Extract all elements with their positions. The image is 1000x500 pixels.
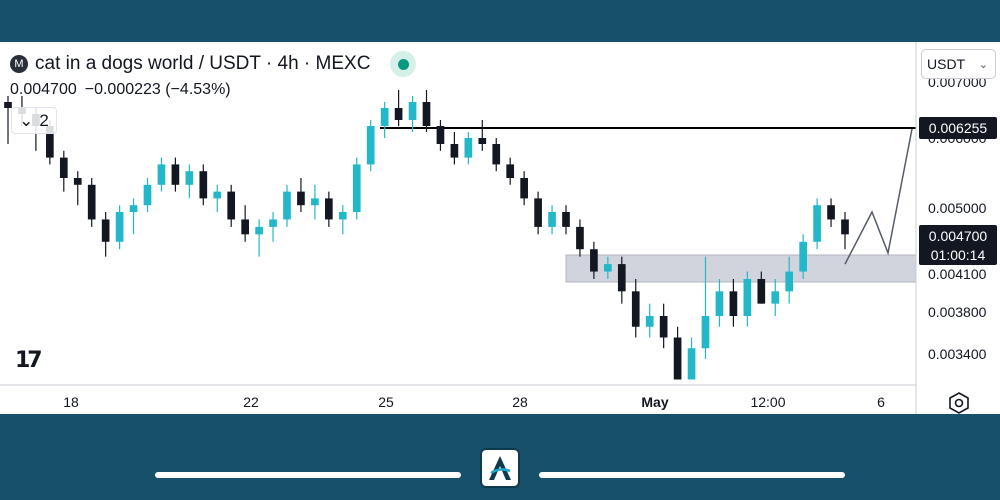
currency-label: USDT xyxy=(927,56,966,72)
current-price-label: 0.004700 xyxy=(929,228,988,244)
x-tick-label: 25 xyxy=(378,394,394,410)
candle-body xyxy=(269,219,277,227)
price-chart[interactable]: 0.0070000.0060000.0050000.0041000.003800… xyxy=(0,42,1000,414)
tradingview-logo-icon[interactable]: 17 xyxy=(15,348,43,373)
candle-body xyxy=(729,291,738,316)
candles-group xyxy=(4,90,849,380)
chart-panel[interactable]: 0.0070000.0060000.0050000.0041000.003800… xyxy=(0,42,1000,414)
chart-title-row: M cat in a dogs world / USDT · 4h · MEXC xyxy=(10,51,417,77)
candle-body xyxy=(631,291,640,327)
chart-title: cat in a dogs world / USDT · 4h · MEXC xyxy=(35,53,371,74)
candle-body xyxy=(590,249,598,272)
candle-body xyxy=(380,108,389,126)
y-tick-label: 0.005000 xyxy=(928,200,987,216)
candle-body xyxy=(46,126,54,158)
candle-body xyxy=(213,191,222,199)
candle-body xyxy=(785,271,794,292)
footer-line-right xyxy=(539,472,845,478)
candle-body xyxy=(562,212,570,227)
candle-body xyxy=(143,184,152,206)
candle-body xyxy=(617,264,626,292)
candle-body xyxy=(827,205,835,220)
candle-body xyxy=(673,337,682,380)
last-price: 0.004700 xyxy=(10,81,77,98)
x-tick-label: 6 xyxy=(877,394,885,410)
candle-body xyxy=(171,164,180,185)
candle-body xyxy=(283,191,291,220)
candle-body xyxy=(241,219,249,235)
x-tick-label: 18 xyxy=(63,394,79,410)
price-change: −0.000223 (−4.53%) xyxy=(84,81,231,98)
candle-body xyxy=(478,138,487,144)
x-tick-label: 12:00 xyxy=(750,394,785,410)
candle-body xyxy=(464,138,473,158)
projected-path xyxy=(844,128,913,265)
chevron-down-icon: ⌄ xyxy=(978,58,988,71)
settings-icon[interactable] xyxy=(948,392,970,414)
countdown-label: 01:00:14 xyxy=(931,247,986,263)
exchange-logo-icon: M xyxy=(10,55,28,73)
candle-body xyxy=(492,144,501,165)
current-price-tag: 0.004700 01:00:14 xyxy=(919,225,997,265)
x-tick-label: 28 xyxy=(512,394,528,410)
candle-body xyxy=(576,226,584,250)
x-axis: 18 22 25 28 May 12:00 6 xyxy=(63,394,885,410)
candle-body xyxy=(548,212,556,227)
candle-body xyxy=(715,291,724,316)
candle-body xyxy=(255,226,263,235)
candle-body xyxy=(534,198,542,227)
indicators-count: 2 xyxy=(39,110,49,130)
x-tick-label: 22 xyxy=(243,394,259,410)
candle-body xyxy=(743,279,752,316)
candle-body xyxy=(604,264,612,272)
candle-body xyxy=(297,191,305,206)
candle-body xyxy=(87,184,96,220)
candle-body xyxy=(59,157,68,178)
price-info-row: 0.004700 −0.000223 (−4.53%) xyxy=(10,81,231,99)
candle-body xyxy=(101,219,110,242)
resistance-price-label: 0.006255 xyxy=(929,120,988,136)
candle-body xyxy=(73,178,82,185)
candle-body xyxy=(436,126,445,144)
candle-body xyxy=(701,316,710,349)
chevron-down-icon: ⌄ xyxy=(19,110,34,130)
candle-body xyxy=(506,164,515,178)
candle-body xyxy=(659,316,668,338)
candle-body xyxy=(771,291,780,304)
candle-body xyxy=(408,102,417,120)
indicators-toggle-button[interactable]: ⌄ 2 xyxy=(11,107,57,134)
candle-body xyxy=(366,126,375,165)
candle-body xyxy=(813,205,821,242)
candle-body xyxy=(4,102,12,108)
candle-body xyxy=(115,212,124,242)
market-status-icon[interactable] xyxy=(390,51,417,77)
candle-body xyxy=(227,191,236,220)
candle-body xyxy=(352,164,361,212)
currency-selector[interactable]: USDT ⌄ xyxy=(921,49,996,79)
candle-body xyxy=(338,212,347,220)
y-tick-label: 0.004100 xyxy=(928,266,987,282)
y-tick-label: 0.003400 xyxy=(928,346,987,362)
resistance-price-tag: 0.006255 xyxy=(919,117,997,139)
candle-body xyxy=(799,241,807,272)
candle-body xyxy=(394,108,403,120)
candle-body xyxy=(311,198,319,206)
y-tick-label: 0.003800 xyxy=(928,304,987,320)
candle-body xyxy=(520,178,528,199)
brand-logo-icon xyxy=(480,448,520,488)
candle-body xyxy=(645,316,654,327)
candle-body xyxy=(841,219,849,235)
candle-body xyxy=(422,102,431,126)
candle-body xyxy=(325,198,333,220)
candle-body xyxy=(450,144,459,158)
candle-body xyxy=(157,164,166,185)
x-tick-label: May xyxy=(641,394,668,410)
candle-body xyxy=(185,171,194,185)
candle-body xyxy=(129,205,138,212)
footer-line-left xyxy=(155,472,461,478)
candle-body xyxy=(199,171,208,199)
candle-body xyxy=(687,348,696,380)
candle-body xyxy=(757,279,766,304)
